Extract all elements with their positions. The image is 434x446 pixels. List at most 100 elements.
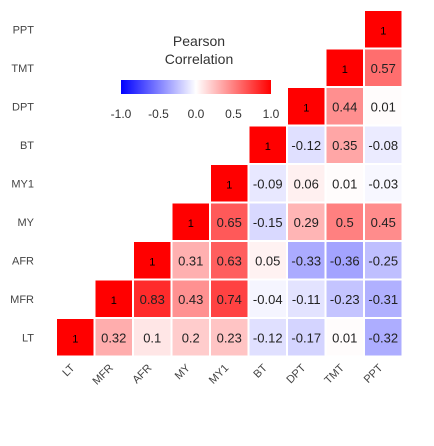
cell-value-lt-my: 0.2 (182, 330, 200, 345)
row-label-my1: MY1 (11, 178, 34, 190)
column-label-dpt: DPT (284, 362, 308, 386)
heatmap-cell-tmt-tmt (326, 49, 363, 86)
legend-tick-4: 1.0 (263, 107, 280, 121)
heatmap-cell-bt-dpt (288, 126, 325, 163)
heatmap-cell-afr-dpt (288, 242, 325, 279)
column-label-ppt: PPT (362, 362, 386, 386)
heatmap-cell-mfr-ppt (365, 280, 402, 317)
heatmap-cell-my-bt (249, 203, 286, 240)
heatmap-value-labels: 11 0.571 0.44 0.011 -0.12 0.35 -0.081 -0.09 0.06… (72, 25, 398, 345)
heatmap-cell-dpt-dpt (288, 88, 325, 125)
heatmap-cell-my1-my1 (211, 165, 248, 202)
heatmap-cell-lt-ppt (365, 319, 402, 356)
cell-value-afr-my: 0.31 (178, 253, 203, 268)
cell-value-my1-bt: -0.09 (253, 176, 283, 191)
heatmap-cell-lt-lt (57, 319, 94, 356)
heatmap-cell-my-tmt (326, 203, 363, 240)
legend-title-line2: Correlation (165, 51, 233, 67)
legend-tick-1: -0.5 (148, 107, 169, 121)
heatmap-cells (57, 11, 402, 356)
cell-value-lt-afr: 0.1 (143, 330, 161, 345)
cell-value-mfr-afr: 0.83 (140, 292, 165, 307)
cell-value-my-bt: -0.15 (253, 215, 283, 230)
heatmap-cell-lt-tmt (326, 319, 363, 356)
heatmap-cell-bt-tmt (326, 126, 363, 163)
cell-value-mfr-tmt: -0.23 (330, 292, 360, 307)
heatmap-cell-lt-my (172, 319, 209, 356)
legend-tick-2: 0.0 (188, 107, 205, 121)
cell-value-lt-dpt: -0.17 (291, 330, 321, 345)
cell-value-my1-dpt: 0.06 (294, 176, 319, 191)
cell-value-dpt-ppt: 0.01 (371, 99, 396, 114)
heatmap-cell-lt-bt (249, 319, 286, 356)
row-label-dpt: DPT (12, 101, 34, 113)
cell-value-afr-my1: 0.63 (217, 253, 242, 268)
cell-value-lt-ppt: -0.32 (368, 330, 398, 345)
heatmap-cell-ppt-ppt (365, 11, 402, 48)
cell-value-my-ppt: 0.45 (371, 215, 396, 230)
cell-value-afr-bt: 0.05 (255, 253, 280, 268)
row-axis-labels: PPT TMT DPT BT MY1 MY AFR MFR LT (10, 24, 34, 344)
heatmap-cell-my-my (172, 203, 209, 240)
heatmap-cell-dpt-ppt (365, 88, 402, 125)
heatmap-cell-lt-my1 (211, 319, 248, 356)
cell-value-bt-tmt: 0.35 (332, 138, 357, 153)
heatmap-cell-mfr-my1 (211, 280, 248, 317)
heatmap-cell-my1-ppt (365, 165, 402, 202)
heatmap-cell-bt-bt (249, 126, 286, 163)
heatmap-cell-my-ppt (365, 203, 402, 240)
row-label-bt: BT (20, 140, 34, 152)
heatmap-cell-mfr-bt (249, 280, 286, 317)
heatmap-cell-lt-mfr (95, 319, 132, 356)
cell-value-mfr-mfr: 1 (111, 295, 117, 307)
row-label-my: MY (18, 217, 35, 229)
heatmap-cell-afr-my (172, 242, 209, 279)
heatmap-cell-my1-bt (249, 165, 286, 202)
legend-title-line1: Pearson (173, 33, 225, 49)
heatmap-cell-mfr-mfr (95, 280, 132, 317)
column-label-mfr: MFR (91, 362, 116, 387)
cell-value-afr-afr: 1 (149, 256, 155, 268)
cell-value-my-my1: 0.65 (217, 215, 242, 230)
column-label-lt: LT (60, 362, 77, 379)
cell-value-lt-tmt: 0.01 (332, 330, 357, 345)
row-label-ppt: PPT (13, 24, 35, 36)
cell-value-mfr-bt: -0.04 (253, 292, 283, 307)
heatmap-cell-mfr-my (172, 280, 209, 317)
heatmap-cell-my-dpt (288, 203, 325, 240)
heatmap-cell-my-my1 (211, 203, 248, 240)
cell-value-dpt-dpt: 1 (303, 102, 309, 114)
cell-value-my1-my1: 1 (226, 179, 232, 191)
legend-tick-3: 0.5 (225, 107, 242, 121)
cell-value-dpt-tmt: 0.44 (332, 99, 357, 114)
legend-tick-labels: -1.0 -0.5 0.0 0.5 1.0 (111, 107, 280, 121)
cell-value-ppt-ppt: 1 (380, 25, 386, 37)
cell-value-my-tmt: 0.5 (336, 215, 354, 230)
heatmap-cell-my1-dpt (288, 165, 325, 202)
cell-value-my1-tmt: 0.01 (332, 176, 357, 191)
heatmap-cell-afr-tmt (326, 242, 363, 279)
heatmap-cell-lt-afr (134, 319, 171, 356)
cell-value-mfr-my1: 0.74 (217, 292, 242, 307)
cell-value-my1-ppt: -0.03 (368, 176, 398, 191)
color-legend: Pearson Correlation -1.0 -0.5 0.0 0.5 1.0 (111, 33, 280, 121)
column-label-my: MY (173, 362, 194, 383)
heatmap-cell-lt-dpt (288, 319, 325, 356)
cell-value-mfr-ppt: -0.31 (368, 292, 398, 307)
row-label-tmt: TMT (11, 63, 34, 75)
cell-value-lt-my1: 0.23 (217, 330, 242, 345)
heatmap-cell-my1-tmt (326, 165, 363, 202)
cell-value-afr-dpt: -0.33 (291, 253, 321, 268)
cell-value-bt-dpt: -0.12 (291, 138, 321, 153)
cell-value-bt-bt: 1 (265, 141, 271, 153)
heatmap-cell-mfr-dpt (288, 280, 325, 317)
cell-value-tmt-tmt: 1 (342, 64, 348, 76)
legend-color-bar (121, 80, 271, 94)
heatmap-cell-mfr-tmt (326, 280, 363, 317)
column-axis-labels: LT MFR AFR MY MY1 BT DPT TMT PPT (60, 362, 385, 388)
row-label-lt: LT (22, 332, 34, 344)
cell-value-mfr-dpt: -0.11 (292, 292, 321, 307)
cell-value-tmt-ppt: 0.57 (371, 61, 396, 76)
heatmap-cell-afr-bt (249, 242, 286, 279)
